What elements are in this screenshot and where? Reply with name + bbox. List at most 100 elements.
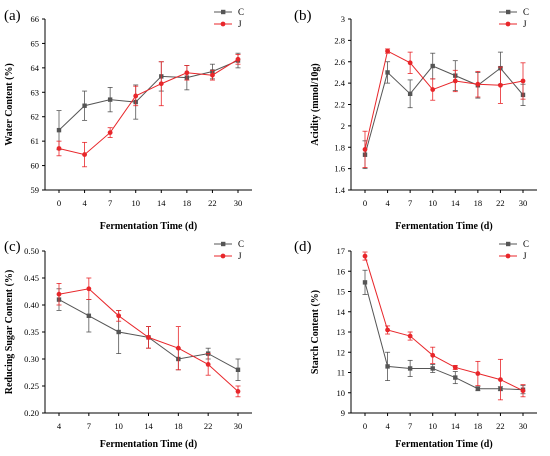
- data-point-J: [385, 48, 390, 54]
- x-tick-label: 7: [87, 421, 91, 431]
- data-point-J: [385, 327, 390, 333]
- panel-label: (b): [294, 8, 312, 24]
- data-point-C: [430, 63, 435, 69]
- y-tick-label: 13: [337, 327, 346, 337]
- y-tick-label: 10: [337, 388, 346, 398]
- data-point-C: [407, 91, 413, 97]
- panel-label: (c): [4, 239, 21, 255]
- data-point-J: [82, 152, 87, 157]
- y-tick-label: 9: [341, 408, 345, 418]
- data-point-C: [385, 364, 390, 369]
- x-tick-label: 22: [204, 421, 213, 431]
- legend-marker-C: [506, 9, 511, 15]
- y-tick-label: 66: [31, 14, 40, 24]
- data-point-C: [385, 70, 390, 75]
- panel-label: (a): [4, 8, 21, 24]
- y-tick-label: 2.8: [334, 35, 345, 45]
- legend-marker-C: [221, 9, 226, 15]
- y-tick-label: 0.30: [24, 354, 39, 364]
- legend-label-C: C: [523, 239, 529, 249]
- x-tick-label: 4: [82, 198, 87, 208]
- x-tick-label: 30: [234, 198, 243, 208]
- y-tick-label: 12: [337, 347, 346, 357]
- data-point-J: [146, 335, 151, 340]
- x-axis-title: Fermentation Time (d): [395, 439, 492, 450]
- y-tick-label: 2.2: [334, 100, 345, 110]
- data-point-J: [107, 130, 113, 135]
- data-point-J: [520, 78, 526, 84]
- x-tick-label: 18: [183, 198, 192, 208]
- y-tick-label: 2.4: [334, 78, 345, 88]
- chart-panel-d: (d) 9 10 11 12 13 14 15 16 17 0 4 7 10 14 18 22 30 Ferment…: [294, 239, 537, 450]
- legend-marker-J: [220, 21, 226, 27]
- x-tick-label: 18: [174, 421, 183, 431]
- y-tick-label: 2.6: [334, 57, 345, 67]
- legend-label-C: C: [238, 7, 244, 17]
- y-tick-label: 2: [341, 121, 345, 131]
- x-tick-label: 22: [496, 198, 505, 208]
- legend-marker-C: [506, 241, 511, 247]
- series-line-J: [364, 255, 524, 392]
- y-tick-label: 63: [31, 87, 40, 97]
- y-axis-title: Acidity (mmol/10g): [310, 63, 321, 146]
- x-tick-label: 30: [234, 421, 243, 431]
- data-point-J: [235, 56, 241, 62]
- y-tick-label: 0.40: [24, 300, 39, 310]
- data-point-J: [475, 371, 481, 376]
- series-line-C: [58, 60, 239, 131]
- chart-panel-b: (b)1.41.61.822.22.42.62.830 4 7 10 14 18 22 30F…: [294, 7, 537, 232]
- x-axis-title: Fermentation Time (d): [100, 221, 197, 232]
- x-tick-label: 30: [519, 421, 528, 431]
- y-tick-label: 0.35: [24, 327, 39, 337]
- legend-label-J: J: [523, 19, 527, 29]
- data-point-J: [362, 253, 368, 259]
- data-point-C: [362, 280, 368, 285]
- data-point-J: [407, 333, 413, 339]
- x-tick-label: 7: [408, 421, 412, 431]
- data-point-C: [475, 386, 481, 391]
- x-tick-label: 22: [496, 421, 505, 431]
- x-tick-label: 30: [519, 198, 528, 208]
- data-point-J: [205, 362, 211, 367]
- y-tick-label: 61: [31, 136, 40, 146]
- y-axis-title: Starch Content (%): [310, 290, 321, 374]
- legend-marker-J: [220, 253, 226, 259]
- y-tick-label: 3: [341, 14, 345, 24]
- data-point-C: [235, 367, 241, 372]
- x-tick-label: 0: [363, 198, 367, 208]
- x-tick-label: 4: [57, 421, 62, 431]
- data-point-J: [133, 93, 139, 99]
- data-point-J: [498, 82, 503, 88]
- panel-label: (d): [294, 239, 312, 255]
- data-point-J: [452, 78, 458, 84]
- x-tick-label: 10: [428, 421, 437, 431]
- data-point-C: [116, 329, 121, 335]
- legend-marker-J: [505, 21, 511, 27]
- y-tick-label: 0.50: [24, 246, 39, 256]
- series-line-C: [364, 282, 524, 391]
- x-tick-label: 14: [157, 198, 166, 208]
- series-line-J: [58, 58, 239, 156]
- legend-label-J: J: [523, 251, 527, 261]
- y-tick-label: 1.6: [334, 164, 345, 174]
- chart-panel-c: (c) 0.20 0.25 0.30 0.35 0.40 0.45 0.50 4 7 10 14 18 2…: [4, 239, 252, 450]
- x-tick-label: 0: [57, 198, 61, 208]
- x-tick-label: 7: [408, 198, 412, 208]
- x-tick-label: 7: [108, 198, 112, 208]
- x-tick-label: 14: [451, 198, 460, 208]
- data-point-J: [430, 87, 436, 92]
- y-tick-label: 65: [31, 38, 40, 48]
- y-tick-label: 1.8: [334, 142, 345, 152]
- legend-label-C: C: [523, 7, 529, 17]
- data-point-J: [407, 60, 413, 66]
- data-point-J: [158, 81, 164, 87]
- legend-marker-C: [221, 241, 226, 247]
- data-point-J: [56, 146, 62, 151]
- x-tick-label: 10: [131, 198, 140, 208]
- data-point-C: [453, 375, 458, 380]
- series-line-C: [364, 65, 524, 155]
- y-tick-label: 0.45: [24, 273, 39, 283]
- y-tick-label: 0.20: [24, 408, 39, 418]
- data-point-C: [107, 97, 113, 102]
